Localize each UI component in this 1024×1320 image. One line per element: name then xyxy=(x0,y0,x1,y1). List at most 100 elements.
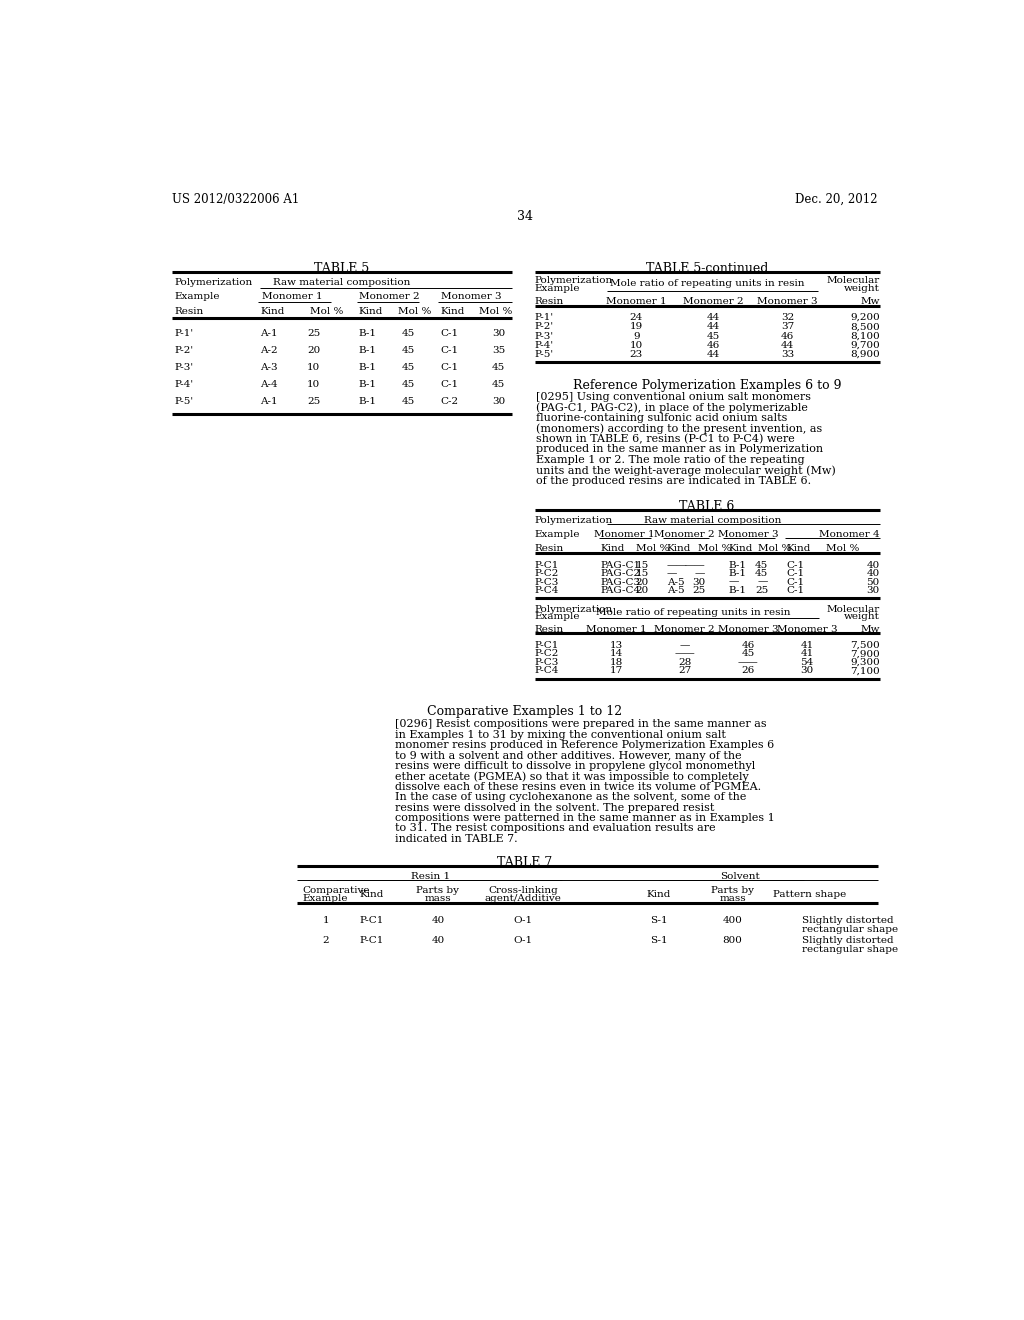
Text: P-2': P-2' xyxy=(535,322,554,331)
Text: P-C1: P-C1 xyxy=(535,640,559,649)
Text: 7,100: 7,100 xyxy=(850,667,880,676)
Text: Monomer 1: Monomer 1 xyxy=(586,624,646,634)
Text: —: — xyxy=(758,578,768,586)
Text: Example: Example xyxy=(535,529,581,539)
Text: 10: 10 xyxy=(630,341,643,350)
Text: Raw material composition: Raw material composition xyxy=(273,277,411,286)
Text: Monomer 2: Monomer 2 xyxy=(654,624,715,634)
Text: 9,200: 9,200 xyxy=(850,313,880,322)
Text: 25: 25 xyxy=(692,586,706,595)
Text: 26: 26 xyxy=(741,667,755,676)
Text: shown in TABLE 6, resins (P-C1 to P-C4) were: shown in TABLE 6, resins (P-C1 to P-C4) … xyxy=(537,434,796,445)
Text: Mol %: Mol % xyxy=(758,544,792,553)
Text: 14: 14 xyxy=(609,649,623,659)
Text: Parts by: Parts by xyxy=(417,886,460,895)
Text: C-1: C-1 xyxy=(440,363,459,372)
Text: 30: 30 xyxy=(493,330,506,338)
Text: monomer resins produced in Reference Polymerization Examples 6: monomer resins produced in Reference Pol… xyxy=(395,741,774,750)
Text: 45: 45 xyxy=(401,346,415,355)
Text: —: — xyxy=(667,569,677,578)
Text: 13: 13 xyxy=(609,640,623,649)
Text: 1: 1 xyxy=(323,916,329,925)
Text: Polymerization: Polymerization xyxy=(535,276,613,285)
Text: A-2: A-2 xyxy=(260,346,279,355)
Text: rectangular shape: rectangular shape xyxy=(802,945,898,954)
Text: Pattern shape: Pattern shape xyxy=(773,890,847,899)
Text: 30: 30 xyxy=(801,667,813,676)
Text: A-1: A-1 xyxy=(260,397,279,407)
Text: A-3: A-3 xyxy=(260,363,279,372)
Text: mass: mass xyxy=(719,894,745,903)
Text: ——: —— xyxy=(737,657,759,667)
Text: Example: Example xyxy=(535,612,581,622)
Text: P-C1: P-C1 xyxy=(535,561,559,570)
Text: Monomer 1: Monomer 1 xyxy=(594,529,654,539)
Text: 800: 800 xyxy=(723,936,742,945)
Text: Example 1 or 2. The mole ratio of the repeating: Example 1 or 2. The mole ratio of the re… xyxy=(537,455,805,465)
Text: O-1: O-1 xyxy=(514,936,532,945)
Text: 44: 44 xyxy=(781,341,795,350)
Text: P-C3: P-C3 xyxy=(535,578,559,586)
Text: 37: 37 xyxy=(781,322,795,331)
Text: agent/Additive: agent/Additive xyxy=(484,894,562,903)
Text: 7,500: 7,500 xyxy=(850,640,880,649)
Text: Monomer 3: Monomer 3 xyxy=(718,529,778,539)
Text: resins were difficult to dissolve in propylene glycol monomethyl: resins were difficult to dissolve in pro… xyxy=(395,760,756,771)
Text: 45: 45 xyxy=(755,561,768,570)
Text: C-1: C-1 xyxy=(786,586,805,595)
Text: Slightly distorted: Slightly distorted xyxy=(802,936,894,945)
Text: 9: 9 xyxy=(633,331,640,341)
Text: Kind: Kind xyxy=(729,544,753,553)
Text: Kind: Kind xyxy=(786,544,811,553)
Text: indicated in TABLE 7.: indicated in TABLE 7. xyxy=(395,834,518,843)
Text: 20: 20 xyxy=(636,578,649,586)
Text: 35: 35 xyxy=(493,346,506,355)
Text: P-5': P-5' xyxy=(535,350,554,359)
Text: 25: 25 xyxy=(307,330,321,338)
Text: 15: 15 xyxy=(636,561,649,570)
Text: 10: 10 xyxy=(307,363,321,372)
Text: 20: 20 xyxy=(636,586,649,595)
Text: C-1: C-1 xyxy=(440,380,459,389)
Text: 40: 40 xyxy=(431,916,444,925)
Text: units and the weight-average molecular weight (Mw): units and the weight-average molecular w… xyxy=(537,465,837,475)
Text: Monomer 2: Monomer 2 xyxy=(654,529,715,539)
Text: Monomer 3: Monomer 3 xyxy=(757,297,818,306)
Text: Parts by: Parts by xyxy=(711,886,754,895)
Text: Kind: Kind xyxy=(260,308,285,315)
Text: ——: —— xyxy=(685,561,706,570)
Text: P-C2: P-C2 xyxy=(535,569,559,578)
Text: 9,700: 9,700 xyxy=(850,341,880,350)
Text: Monomer 3: Monomer 3 xyxy=(441,293,502,301)
Text: rectangular shape: rectangular shape xyxy=(802,925,898,935)
Text: B-1: B-1 xyxy=(359,363,377,372)
Text: 40: 40 xyxy=(866,561,880,570)
Text: 45: 45 xyxy=(741,649,755,659)
Text: B-1: B-1 xyxy=(359,380,377,389)
Text: Example: Example xyxy=(174,293,220,301)
Text: P-3': P-3' xyxy=(174,363,194,372)
Text: 7,900: 7,900 xyxy=(850,649,880,659)
Text: 44: 44 xyxy=(707,350,720,359)
Text: Polymerization: Polymerization xyxy=(174,277,253,286)
Text: 44: 44 xyxy=(707,322,720,331)
Text: Resin 1: Resin 1 xyxy=(411,871,450,880)
Text: 18: 18 xyxy=(609,657,623,667)
Text: TABLE 6: TABLE 6 xyxy=(679,500,734,513)
Text: C-1: C-1 xyxy=(440,330,459,338)
Text: Resin: Resin xyxy=(174,308,204,315)
Text: ——: —— xyxy=(667,561,687,570)
Text: to 9 with a solvent and other additives. However, many of the: to 9 with a solvent and other additives.… xyxy=(395,751,742,760)
Text: Polymerization: Polymerization xyxy=(535,516,613,525)
Text: P-C3: P-C3 xyxy=(535,657,559,667)
Text: Comparative: Comparative xyxy=(302,886,370,895)
Text: 41: 41 xyxy=(801,649,813,659)
Text: US 2012/0322006 A1: US 2012/0322006 A1 xyxy=(172,193,299,206)
Text: P-C4: P-C4 xyxy=(535,667,559,676)
Text: 27: 27 xyxy=(678,667,691,676)
Text: produced in the same manner as in Polymerization: produced in the same manner as in Polyme… xyxy=(537,445,823,454)
Text: Mw: Mw xyxy=(860,624,880,634)
Text: Resin: Resin xyxy=(535,624,564,634)
Text: Dec. 20, 2012: Dec. 20, 2012 xyxy=(795,193,878,206)
Text: Molecular: Molecular xyxy=(826,276,880,285)
